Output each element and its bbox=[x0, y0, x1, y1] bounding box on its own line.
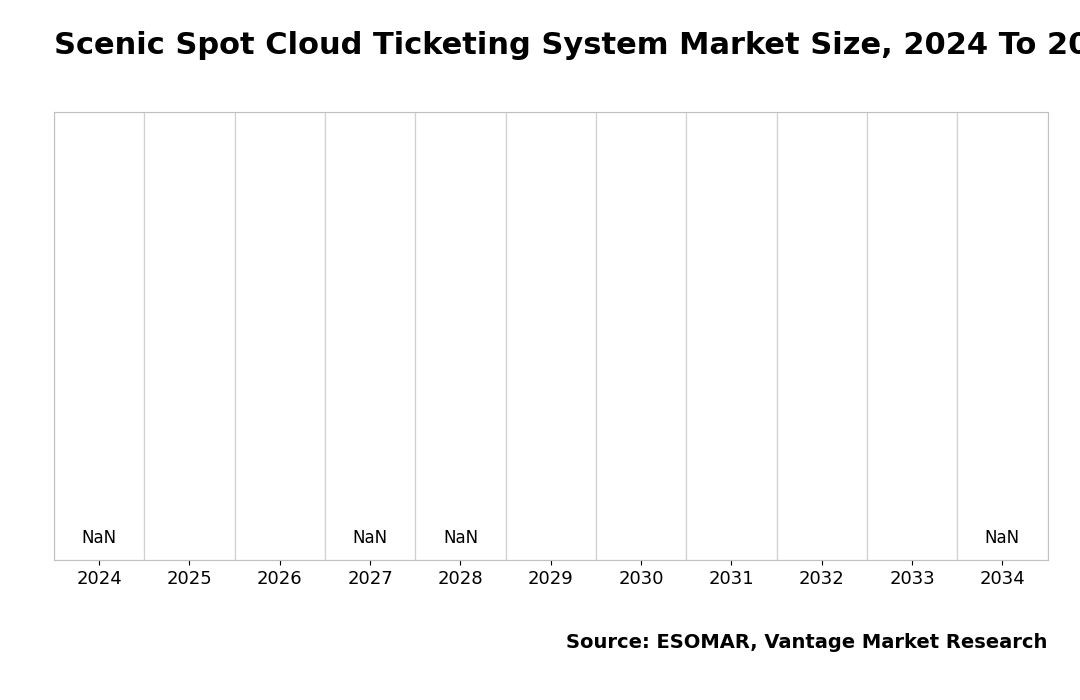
Text: NaN: NaN bbox=[352, 528, 388, 547]
Bar bbox=[325, 112, 416, 560]
Text: NaN: NaN bbox=[985, 528, 1020, 547]
Bar bbox=[505, 112, 596, 560]
Text: Scenic Spot Cloud Ticketing System Market Size, 2024 To 2034 (USD Billion): Scenic Spot Cloud Ticketing System Marke… bbox=[54, 32, 1080, 60]
Bar bbox=[145, 112, 234, 560]
Text: NaN: NaN bbox=[82, 528, 117, 547]
Bar bbox=[777, 112, 867, 560]
Bar bbox=[234, 112, 325, 560]
Bar bbox=[867, 112, 957, 560]
Bar bbox=[54, 112, 145, 560]
Bar bbox=[686, 112, 777, 560]
Bar bbox=[416, 112, 505, 560]
Bar bbox=[957, 112, 1048, 560]
Text: Source: ESOMAR, Vantage Market Research: Source: ESOMAR, Vantage Market Research bbox=[566, 634, 1048, 652]
Bar bbox=[596, 112, 686, 560]
Text: NaN: NaN bbox=[443, 528, 478, 547]
